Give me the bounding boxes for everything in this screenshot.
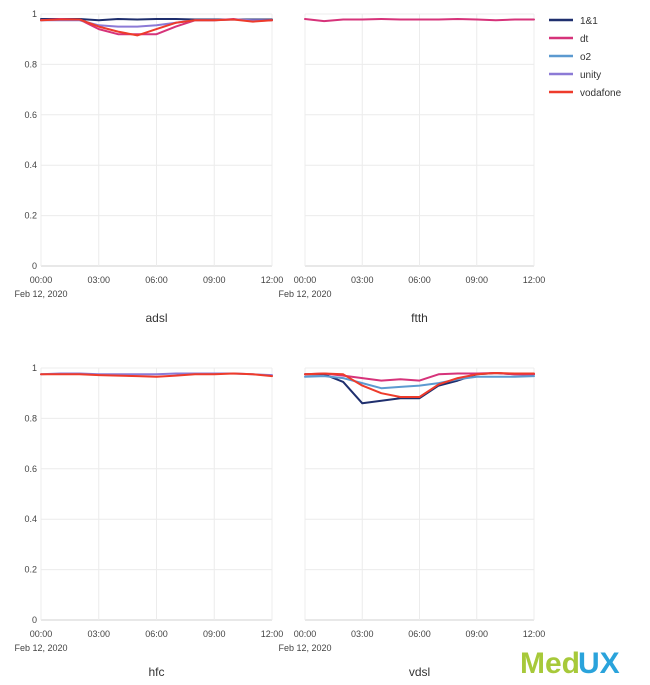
x-tick-label: 06:00 (145, 629, 168, 639)
x-tick-label: 03:00 (351, 275, 374, 285)
legend-label-11: 1&1 (580, 16, 598, 27)
y-tick-label: 0.4 (24, 514, 37, 524)
y-tick-label: 0.8 (24, 413, 37, 423)
x-tick-label: 00:00 (294, 629, 317, 639)
x-tick-label: 12:00 (523, 275, 546, 285)
series-line-vodafone (304, 372, 535, 398)
x-tick-label: 06:00 (408, 275, 431, 285)
y-tick-label: 0.4 (24, 160, 37, 170)
y-tick-label: 0.2 (24, 565, 37, 575)
x-date-label: Feb 12, 2020 (278, 289, 331, 299)
x-tick-label: 09:00 (203, 629, 226, 639)
legend-label-unity: unity (580, 70, 601, 81)
series-line-vodafone (40, 372, 273, 378)
legend-label-dt: dt (580, 34, 589, 45)
x-tick-label: 00:00 (294, 275, 317, 285)
y-tick-label: 0.8 (24, 59, 37, 69)
x-tick-label: 00:00 (30, 275, 53, 285)
panel-title: ftth (411, 311, 428, 325)
x-tick-label: 06:00 (145, 275, 168, 285)
x-date-label: Feb 12, 2020 (14, 643, 67, 653)
logo-text-ux: UX (578, 647, 620, 680)
logo-text-med: Med (520, 647, 580, 680)
x-tick-label: 03:00 (351, 629, 374, 639)
legend-label-vodafone: vodafone (580, 88, 622, 99)
x-tick-label: 12:00 (261, 629, 284, 639)
medux-logo: Med UX (520, 644, 640, 680)
x-tick-label: 06:00 (408, 629, 431, 639)
y-tick-label: 1 (32, 9, 37, 19)
y-tick-label: 0 (32, 261, 37, 271)
x-tick-label: 09:00 (203, 275, 226, 285)
y-tick-label: 0 (32, 615, 37, 625)
x-tick-label: 03:00 (87, 275, 110, 285)
series-line-dt (304, 18, 535, 23)
panel-title: hfc (148, 665, 164, 679)
y-tick-label: 0.6 (24, 464, 37, 474)
y-tick-label: 0.6 (24, 110, 37, 120)
x-tick-label: 03:00 (87, 629, 110, 639)
series-line-o2 (304, 375, 535, 390)
y-tick-label: 0.2 (24, 211, 37, 221)
x-tick-label: 09:00 (465, 275, 488, 285)
x-tick-label: 12:00 (523, 629, 546, 639)
x-date-label: Feb 12, 2020 (14, 289, 67, 299)
x-tick-label: 12:00 (261, 275, 284, 285)
series-line-vodafone (40, 18, 273, 37)
x-date-label: Feb 12, 2020 (278, 643, 331, 653)
x-tick-label: 00:00 (30, 629, 53, 639)
legend-label-o2: o2 (580, 52, 592, 63)
x-tick-label: 09:00 (465, 629, 488, 639)
y-tick-label: 1 (32, 363, 37, 373)
panel-title: adsl (145, 311, 167, 325)
panel-title: vdsl (409, 665, 430, 679)
